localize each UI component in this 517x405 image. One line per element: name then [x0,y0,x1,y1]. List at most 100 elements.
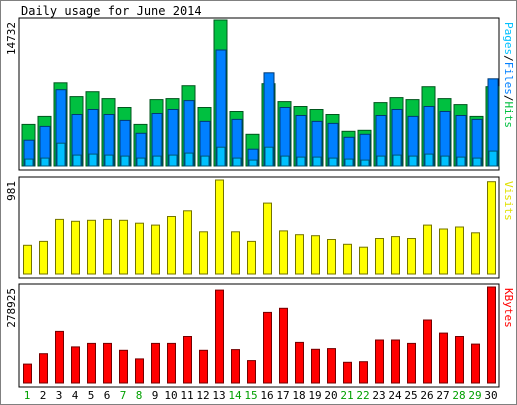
bar-visits-day-30 [487,181,496,275]
bar-pages-day-27 [440,155,450,167]
x-tick-day-29: 29 [468,389,481,402]
bar-visits-day-7 [119,219,128,275]
x-tick-day-26: 26 [420,389,433,402]
bar-pages-day-24 [392,154,402,167]
bar-kbytes-day-5 [87,342,96,384]
bar-visits-day-28 [455,226,464,275]
bar-kbytes-day-14 [231,349,240,384]
bar-kbytes-day-27 [439,332,448,384]
x-tick-day-14: 14 [228,389,242,402]
bar-pages-day-13 [216,146,226,167]
bar-pages-day-12 [200,155,210,167]
bar-visits-day-12 [199,231,208,275]
bar-visits-day-3 [55,218,64,275]
bar-visits-day-4 [71,220,80,275]
bar-kbytes-day-12 [199,349,208,384]
bar-pages-day-14 [232,157,242,167]
x-tick-day-3: 3 [56,389,63,402]
bar-pages-day-5 [88,153,98,167]
bar-visits-day-2 [39,240,48,275]
bar-pages-day-26 [424,153,434,167]
bar-kbytes-day-25 [407,342,416,384]
bar-visits-day-6 [103,218,112,275]
x-tick-day-25: 25 [404,389,417,402]
x-tick-day-5: 5 [88,389,95,402]
bar-kbytes-day-28 [455,336,464,384]
x-tick-day-30: 30 [484,389,497,402]
bar-visits-day-14 [231,231,240,275]
bar-kbytes-day-24 [391,339,400,384]
bar-visits-day-26 [423,224,432,275]
bar-pages-day-4 [72,154,82,167]
bar-kbytes-day-20 [327,348,336,384]
x-tick-day-17: 17 [276,389,289,402]
bar-visits-day-17 [279,230,288,275]
x-tick-day-13: 13 [212,389,225,402]
x-tick-day-22: 22 [356,389,369,402]
bar-kbytes-day-22 [359,361,368,384]
bar-pages-day-8 [136,157,146,167]
bar-pages-day-21 [344,158,354,167]
bar-pages-day-20 [328,157,338,167]
bar-visits-day-15 [247,240,256,275]
bar-kbytes-day-3 [55,330,64,384]
bar-visits-day-16 [263,202,272,275]
x-tick-day-4: 4 [72,389,79,402]
bar-visits-day-1 [23,244,32,275]
bar-pages-day-2 [40,157,50,167]
x-tick-day-12: 12 [196,389,209,402]
bar-kbytes-day-11 [183,336,192,384]
bar-kbytes-day-2 [39,353,48,384]
x-tick-day-1: 1 [24,389,31,402]
bar-pages-day-10 [168,154,178,167]
x-tick-day-18: 18 [292,389,305,402]
bar-pages-day-11 [184,152,194,167]
bar-kbytes-day-7 [119,349,128,384]
bar-pages-day-7 [120,155,130,167]
legend-visits: Visits [502,181,515,221]
x-tick-day-20: 20 [324,389,337,402]
bar-kbytes-day-18 [295,341,304,384]
bar-visits-day-21 [343,243,352,275]
bar-pages-day-17 [280,155,290,167]
x-axis-labels: 1 2 3 4 5 6 7 8 9 10 11 12 13 14 15 16 17 18 19 20 21 22 23 24 2… [24,389,498,402]
bar-kbytes-day-13 [215,289,224,384]
bar-visits-day-10 [167,216,176,275]
bar-pages-day-19 [312,156,322,167]
bar-visits-day-20 [327,239,336,275]
bar-kbytes-day-9 [151,342,160,384]
bar-kbytes-day-16 [263,311,272,384]
hits-ymax-label: 14732 [5,22,18,55]
x-tick-day-19: 19 [308,389,321,402]
bar-pages-day-9 [152,155,162,167]
bar-pages-day-22 [360,159,370,167]
bar-visits-day-18 [295,234,304,275]
visits-panel: 981 Visits [5,176,515,279]
bar-pages-day-6 [104,154,114,167]
visits-ymax-label: 981 [5,181,18,201]
visits-legend: Visits [502,181,515,221]
bar-pages-day-15 [248,159,258,167]
bar-kbytes-day-29 [471,343,480,384]
kbytes-panel: 278925 KBytes [5,283,515,388]
x-tick-day-11: 11 [180,389,193,402]
bar-visits-day-9 [151,224,160,275]
x-tick-day-21: 21 [340,389,353,402]
bar-pages-day-25 [408,155,418,167]
x-tick-day-23: 23 [372,389,385,402]
x-tick-day-7: 7 [120,389,127,402]
chart-title: Daily usage for June 2014 [21,4,202,18]
legend-separator: / [502,55,515,62]
x-tick-day-2: 2 [40,389,47,402]
x-tick-day-15: 15 [244,389,257,402]
bar-kbytes-day-26 [423,319,432,384]
bar-visits-day-13 [215,179,224,275]
bar-pages-day-16 [264,146,274,167]
bar-kbytes-day-17 [279,307,288,384]
bar-kbytes-day-15 [247,360,256,384]
bar-kbytes-day-21 [343,361,352,384]
bar-pages-day-18 [296,156,306,167]
bar-visits-day-27 [439,228,448,275]
x-tick-day-28: 28 [452,389,465,402]
legend-kbytes: KBytes [502,288,515,328]
